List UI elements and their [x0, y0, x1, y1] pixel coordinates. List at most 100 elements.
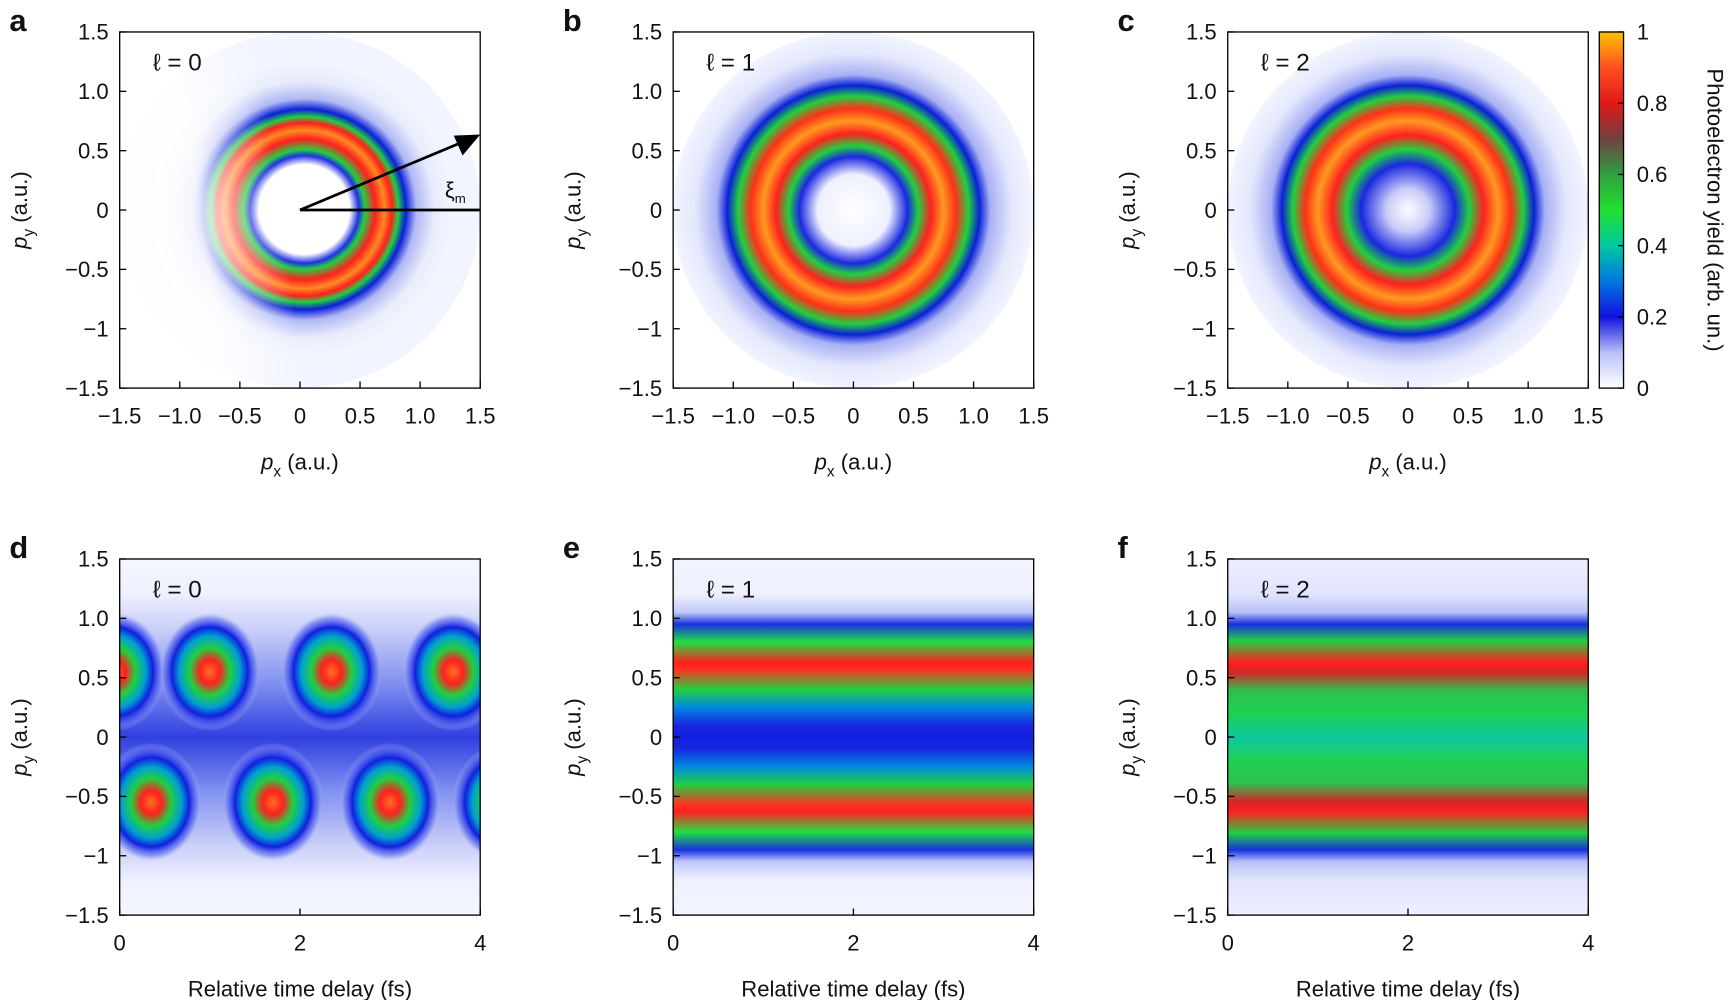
y-axis-label-text: (a.u.) — [561, 171, 586, 229]
x-tick-label: −1.0 — [158, 403, 202, 428]
x-tick-label: 4 — [1582, 930, 1594, 955]
y-tick-label: 1.0 — [78, 79, 109, 104]
y-axis-label: py (a.u.) — [561, 171, 592, 250]
y-tick-label: 1.0 — [631, 606, 662, 631]
panel-letter: b — [563, 3, 582, 38]
y-tick-label: 0 — [96, 725, 108, 750]
y-axis-label: py (a.u.) — [7, 171, 38, 250]
x-tick-label: 2 — [847, 930, 859, 955]
x-tick-label: −1.5 — [651, 403, 695, 428]
y-tick-label: −1.5 — [1173, 903, 1217, 928]
x-tick-label: 0.5 — [898, 403, 929, 428]
x-tick-label: 0 — [1402, 403, 1414, 428]
y-axis-label-text: (a.u.) — [7, 171, 32, 229]
stripes — [673, 558, 1034, 916]
y-tick-label: −1.5 — [619, 903, 663, 928]
y-axis-label-symbol: p — [561, 237, 586, 250]
y-tick-label: 0.5 — [1186, 138, 1217, 163]
y-tick-label: −0.5 — [65, 784, 109, 809]
heatmap-image — [119, 558, 481, 916]
x-tick-label: 0 — [667, 930, 679, 955]
blob — [402, 612, 481, 732]
blob — [452, 749, 481, 856]
x-tick-label: −1.5 — [1206, 403, 1250, 428]
x-axis-label-subscript: x — [1381, 463, 1389, 480]
y-tick-label: 0.5 — [1186, 665, 1217, 690]
angle-label: ξm — [445, 177, 466, 206]
x-tick-label: −0.5 — [1326, 403, 1370, 428]
y-tick-label: −1.5 — [619, 376, 663, 401]
x-tick-label: 2 — [294, 930, 306, 955]
heatmap-image — [673, 558, 1034, 916]
arrow — [299, 139, 466, 212]
crescent-fade — [119, 31, 435, 389]
y-tick-label: −1 — [637, 316, 662, 341]
colorbar-tick-label: 0.6 — [1637, 162, 1668, 187]
x-axis-label-text: (a.u.) — [1389, 450, 1447, 475]
y-tick-label: 0.5 — [631, 665, 662, 690]
y-tick-label: −1.5 — [65, 376, 109, 401]
y-tick-label: 1.0 — [1186, 79, 1217, 104]
y-axis-label-subscript: y — [574, 756, 591, 764]
panel-annotation: ℓ = 1 — [706, 50, 755, 77]
y-axis-label: py (a.u.) — [561, 698, 592, 777]
y-tick-label: −1.5 — [1173, 376, 1217, 401]
panel-letter: e — [563, 530, 580, 565]
colorbar-tick-label: 0.8 — [1637, 91, 1668, 116]
x-tick-label: 1.0 — [958, 403, 989, 428]
colorbar-tick-label: 0 — [1637, 376, 1649, 401]
y-tick-label: 1.5 — [1186, 20, 1217, 45]
y-axis-label-symbol: p — [1115, 237, 1140, 250]
y-tick-label: −1.5 — [65, 903, 109, 928]
y-tick-label: 1.5 — [631, 547, 662, 572]
x-tick-label: 0 — [294, 403, 306, 428]
heatmap-image — [119, 31, 481, 389]
blob — [222, 742, 324, 862]
y-axis-label: py (a.u.) — [7, 698, 38, 777]
x-axis-label-subscript: x — [273, 463, 281, 480]
y-tick-label: 0 — [650, 725, 662, 750]
x-tick-label: 0.5 — [345, 403, 376, 428]
x-tick-label: 0 — [847, 403, 859, 428]
panel-annotation: ℓ = 0 — [153, 577, 202, 604]
colorbar-label: Photoelectron yield (arb. un.) — [1702, 68, 1727, 351]
x-axis-label: Relative time delay (fs) — [188, 977, 412, 1000]
y-tick-label: −0.5 — [1173, 257, 1217, 282]
blob — [159, 612, 261, 732]
colorbar-tick-label: 1 — [1637, 20, 1649, 45]
angle-symbol: ξ — [445, 177, 455, 202]
x-axis-label-symbol: p — [814, 450, 827, 475]
x-axis-label-text: Relative time delay (fs) — [188, 977, 412, 1000]
arrow-head — [453, 134, 481, 156]
y-tick-label: 1.5 — [631, 20, 662, 45]
y-axis-label-subscript: y — [574, 229, 591, 237]
y-axis-label: py (a.u.) — [1115, 698, 1146, 777]
heatmap-image — [1227, 558, 1589, 916]
momentum-ring — [673, 31, 1034, 389]
y-tick-label: −1 — [637, 843, 662, 868]
y-axis-label-text: (a.u.) — [561, 698, 586, 756]
y-tick-label: 0.5 — [78, 665, 109, 690]
blob — [119, 612, 166, 732]
colorbar-tick-label: 0.2 — [1637, 305, 1668, 330]
background-band — [119, 558, 481, 916]
colorbar-tick-label: 0.4 — [1637, 233, 1668, 258]
momentum-ring — [1227, 31, 1589, 389]
y-axis-label-symbol: p — [1115, 764, 1140, 777]
y-tick-label: 0 — [1204, 198, 1216, 223]
panel-letter: f — [1117, 530, 1128, 565]
panel-annotation: ℓ = 0 — [153, 50, 202, 77]
y-tick-label: 0 — [96, 198, 108, 223]
x-axis-label: px (a.u.) — [260, 450, 339, 481]
y-tick-label: 1.0 — [631, 79, 662, 104]
y-axis-label-subscript: y — [1129, 229, 1146, 237]
y-tick-label: 1.5 — [78, 547, 109, 572]
y-tick-label: −1 — [84, 843, 109, 868]
x-tick-label: −1.0 — [711, 403, 755, 428]
y-axis-label: py (a.u.) — [1115, 171, 1146, 250]
panel-letter: a — [9, 3, 27, 38]
y-tick-label: 1.0 — [1186, 606, 1217, 631]
y-tick-label: −0.5 — [619, 257, 663, 282]
y-axis-label-text: (a.u.) — [1115, 171, 1140, 229]
